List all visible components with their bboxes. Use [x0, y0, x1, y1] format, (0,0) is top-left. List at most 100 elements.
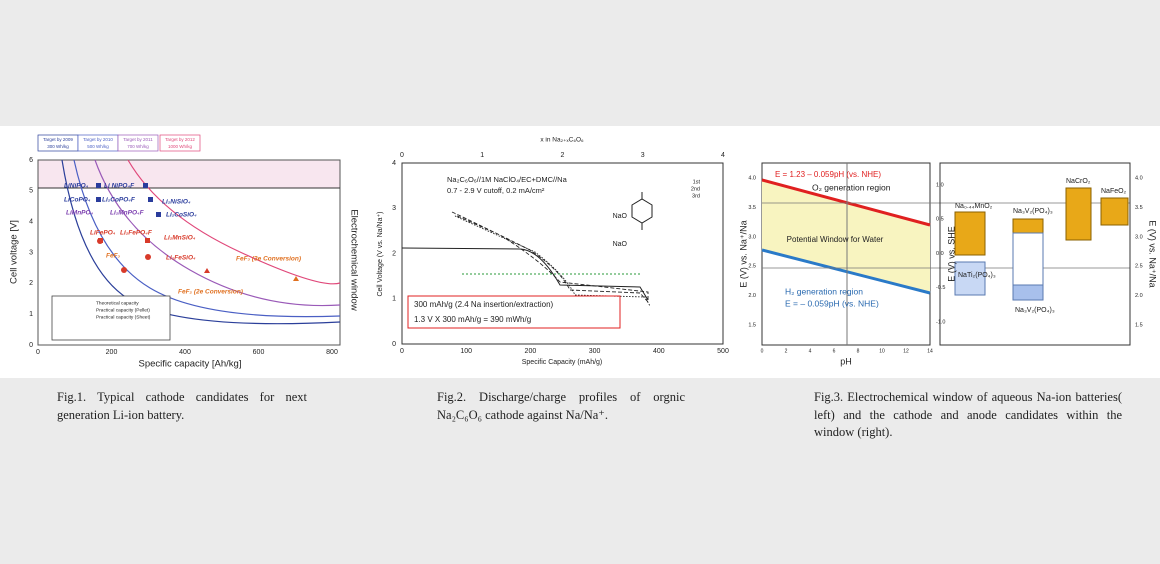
axis-label: E (V) vs. Na⁺/Na [738, 220, 748, 287]
target-box [117, 134, 159, 152]
tick-label: 0 [36, 349, 40, 356]
note: 1.3 V X 300 mAh/g = 390 mWh/g [414, 315, 531, 324]
tick-label: 800 [326, 349, 338, 356]
caption: Fig.2. Discharge/charge profiles of orgn… [437, 390, 685, 422]
tick-label: 4 [392, 160, 396, 167]
tick-label: 12 [903, 348, 909, 354]
tick-label: 200 [525, 348, 537, 355]
tick-label: 14 [927, 348, 933, 354]
molecule-label: NaO [613, 213, 628, 220]
material-label: LiMnPO₄ [66, 210, 94, 217]
tick-label: 4.0 [748, 175, 756, 181]
marker [121, 267, 127, 273]
marker [148, 197, 153, 202]
bar [954, 261, 986, 296]
material-label: FeF₃ [106, 253, 121, 260]
caption: Fig.3. Electrochemical window of aqueous… [814, 390, 1122, 439]
legend-entry: 1st [693, 179, 701, 185]
material-label: NaCrO₂ [1066, 178, 1091, 185]
target-energy: 500 Wh/kg [87, 144, 109, 149]
tick-label: 0.5 [936, 217, 944, 223]
annotation: O₂ generation region [812, 182, 891, 192]
markers [97, 238, 299, 281]
plot-frame [401, 162, 724, 345]
h2-line [761, 248, 931, 295]
target-energy: 700 Wh/kg [127, 144, 149, 149]
tick-label: 1 [29, 311, 33, 318]
bar [1065, 187, 1092, 241]
marker [143, 183, 148, 188]
tick-label: 0.0 [936, 251, 944, 257]
annotation: 0.7 - 2.9 V cutoff, 0.2 mA/cm² [447, 186, 545, 195]
legend-entry: Practical capacity (Sheet) [96, 314, 151, 320]
tick-label: 600 [253, 349, 265, 356]
tick-label: 2.5 [1135, 264, 1143, 270]
bar [1100, 197, 1129, 226]
axis-label: x in Na₂₊ₓC₆O₆ [540, 137, 584, 144]
target-year: Target by 2009 [43, 137, 73, 142]
annotation: Potential Window for Water [787, 235, 884, 244]
material-label: Li NiPO₄F [104, 183, 135, 190]
note-box [407, 295, 621, 329]
material-label: Li₂CoSiO₄ [166, 212, 197, 219]
energy-curve [94, 159, 341, 307]
energy-curve [73, 159, 341, 318]
bar [1012, 218, 1044, 234]
window-area [762, 180, 930, 293]
tick-label: 1.0 [936, 182, 944, 188]
tick-label: 1.5 [748, 322, 756, 328]
note: 300 mAh/g (2.4 Na insertion/extraction) [414, 300, 554, 309]
tick-label: 3 [29, 249, 33, 256]
material-label: Li₂MnPO₄F [110, 210, 145, 217]
axis-label: E (V) vs. SHE [946, 226, 956, 282]
tick-label: 4.0 [1135, 175, 1143, 181]
tick-label: 2 [392, 250, 396, 257]
tick-label: 3.0 [748, 234, 756, 240]
marker [156, 212, 161, 217]
target-year: Target by 2012 [165, 137, 195, 142]
tick-label: 0 [392, 341, 396, 348]
tick-label: 8 [857, 348, 860, 354]
material-label: Na₃V₂(PO₄)₃ [1015, 307, 1055, 314]
tick-label: 100 [460, 348, 472, 355]
tick-label: 500 [717, 348, 729, 355]
material-label: FeF₃ (3e Conversion) [236, 256, 301, 263]
tick-label: 4 [29, 219, 33, 226]
axis-label: Specific capacity [Ah/kg] [139, 359, 242, 370]
axis-label: Cell voltage [V] [9, 220, 20, 284]
material-label: Na₃V₂(PO₄)₃ [1013, 208, 1053, 215]
tick-label: 4 [809, 348, 812, 354]
tick-label: 3 [641, 152, 645, 159]
marker [293, 276, 299, 281]
legend-box [51, 295, 171, 341]
tick-label: 4 [721, 152, 725, 159]
material-label: Li₂NiSiO₄ [162, 199, 191, 206]
markers [96, 183, 161, 217]
material-label: LiFePO₄ [90, 230, 116, 237]
tick-label: 10 [879, 348, 885, 354]
tick-label: 2 [29, 280, 33, 287]
material-label: Li₂FePO₄F [120, 230, 153, 237]
tick-label: 3.5 [1135, 205, 1143, 211]
molecule [631, 192, 653, 230]
tick-label: 2.0 [748, 293, 756, 299]
tick-label: 5 [29, 188, 33, 195]
tick-label: 1.5 [1135, 322, 1143, 328]
tick-label: 6 [29, 157, 33, 164]
o2-line [761, 178, 931, 227]
caption: Fig.1. Typical cathode candidates for ne… [57, 390, 307, 422]
tick-label: 3.5 [748, 205, 756, 211]
energy-curve [127, 159, 341, 285]
axis-label: Specific Capacity (mAh/g) [522, 359, 603, 366]
profile [451, 211, 649, 304]
target-year: Target by 2010 [83, 137, 113, 142]
material-label: Li₂FeSiO₄ [166, 255, 196, 262]
marker [145, 238, 150, 243]
annotation: Na₂C₆O₆//1M NaClO₄/EC+DMC//Na [447, 175, 568, 184]
legend-entry: Practical capacity (Pellet) [96, 307, 150, 313]
target-year: Target by 2011 [123, 137, 153, 142]
target-energy: 1000 Wh/kg [168, 144, 193, 149]
target-box [159, 134, 201, 152]
